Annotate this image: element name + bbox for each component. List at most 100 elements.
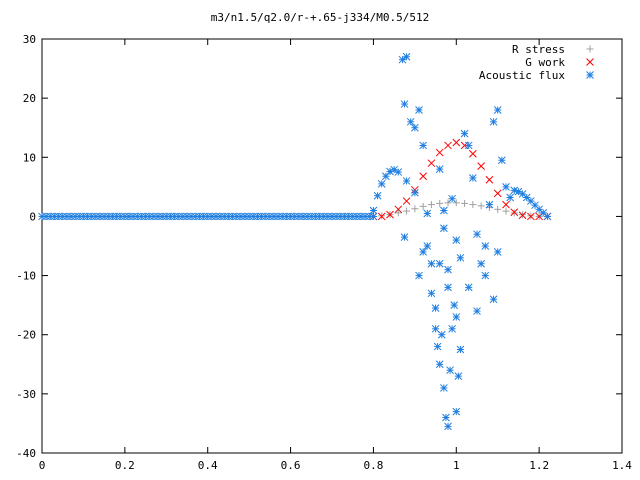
data-point: [435, 259, 444, 268]
data-point: [502, 200, 510, 209]
legend-label: R stress: [512, 43, 565, 56]
data-point: [402, 177, 411, 185]
data-point: [452, 313, 461, 321]
legend-marker: [586, 58, 594, 66]
data-point: [448, 324, 456, 333]
data-point: [450, 301, 459, 309]
legend-label: Acoustic flux: [479, 69, 565, 82]
data-point: [473, 230, 481, 239]
data-point: [400, 233, 409, 241]
data-point: [411, 205, 419, 213]
data-point: [493, 248, 502, 256]
data-point: [398, 55, 407, 64]
data-point: [502, 183, 510, 191]
data-point: [452, 407, 461, 416]
data-point: [423, 209, 432, 218]
data-point: [382, 172, 390, 181]
data-point: [377, 180, 386, 188]
legend-label: G work: [525, 56, 565, 69]
data-point: [464, 141, 473, 150]
data-point: [369, 206, 378, 215]
chart-title: m3/n1.5/q2.0/r-+.65-j334/M0.5/512: [211, 11, 430, 24]
data-point: [481, 271, 490, 280]
data-point: [469, 201, 477, 209]
data-point: [469, 174, 477, 182]
x-tick-label: 0.4: [198, 459, 218, 472]
data-point: [494, 205, 502, 213]
x-tick-label: 0.2: [115, 459, 135, 472]
data-point: [477, 259, 485, 268]
data-point: [485, 200, 494, 209]
data-point: [433, 342, 442, 351]
data-point: [477, 162, 485, 171]
y-tick-label: 30: [23, 33, 36, 46]
data-point: [510, 208, 519, 217]
data-point: [485, 175, 494, 184]
series-baseline: [38, 212, 378, 221]
data-point: [406, 117, 415, 126]
data-point: [415, 106, 423, 114]
data-point: [402, 52, 411, 61]
legend-marker: [586, 45, 594, 53]
data-point: [456, 345, 465, 354]
axes-frame: [41, 38, 623, 454]
data-point: [377, 212, 386, 221]
data-point: [444, 422, 452, 431]
data-point: [440, 206, 448, 215]
data-point: [543, 212, 552, 221]
data-point: [435, 360, 444, 369]
data-series: [38, 52, 552, 431]
data-point: [431, 304, 440, 312]
data-point: [278, 212, 287, 221]
data-point: [444, 199, 452, 207]
data-point: [400, 100, 409, 108]
x-tick-label: 0.8: [363, 459, 383, 472]
data-point: [456, 253, 465, 262]
axis-ticks: 0 0.2 0.4 0.6 0.8 1 1.2 1.4 30 20 10 0 -10 -20 -30 -40: [16, 33, 632, 472]
data-point: [419, 141, 427, 150]
data-point: [411, 123, 419, 132]
data-point: [518, 211, 527, 220]
series-g-work: [369, 138, 552, 221]
data-point: [469, 149, 477, 158]
data-point: [415, 271, 423, 280]
data-point: [427, 289, 436, 298]
data-point: [419, 248, 427, 256]
data-point: [498, 156, 506, 165]
data-point: [394, 209, 402, 217]
data-point: [373, 191, 382, 200]
data-point: [402, 197, 411, 205]
data-point: [435, 165, 444, 173]
data-point: [489, 117, 498, 126]
data-point: [419, 172, 427, 181]
y-tick-label: -40: [16, 447, 36, 460]
x-tick-label: 0.6: [281, 459, 301, 472]
data-point: [436, 199, 444, 207]
data-point: [440, 224, 448, 233]
x-tick-label: 0: [39, 459, 46, 472]
data-point: [427, 159, 436, 168]
data-point: [440, 384, 448, 392]
plot-frame: [41, 38, 623, 454]
data-point: [431, 324, 440, 333]
y-tick-label: -10: [16, 270, 36, 283]
data-point: [411, 188, 419, 197]
y-tick-label: -20: [16, 329, 36, 342]
data-point: [452, 199, 460, 207]
data-point: [427, 259, 436, 268]
data-point: [437, 330, 446, 339]
y-tick-label: 20: [23, 92, 36, 105]
x-tick-label: 1.4: [612, 459, 632, 472]
data-point: [502, 207, 510, 215]
data-point: [394, 205, 403, 214]
x-tick-label: 1.2: [529, 459, 549, 472]
data-point: [452, 236, 461, 244]
data-point: [460, 129, 469, 138]
data-point: [461, 199, 469, 207]
y-tick-label: 0: [29, 210, 36, 223]
data-point: [522, 193, 531, 202]
data-point: [369, 212, 378, 221]
data-point: [493, 189, 502, 198]
data-point: [448, 194, 456, 203]
